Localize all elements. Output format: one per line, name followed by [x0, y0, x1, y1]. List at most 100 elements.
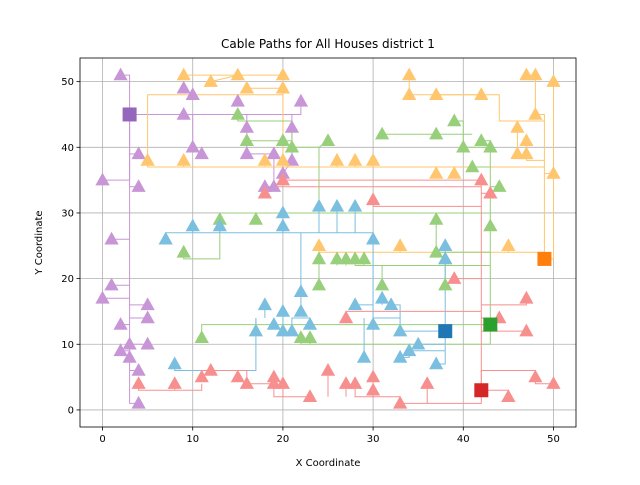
house-marker [293, 284, 309, 297]
house-marker [501, 238, 516, 251]
house-marker [429, 244, 444, 258]
cable-layer [102, 74, 554, 404]
house-marker [519, 133, 534, 146]
house-marker [438, 238, 453, 251]
cable-path [372, 199, 482, 207]
cable-path [147, 160, 545, 168]
cable-path [246, 114, 275, 188]
house-marker [212, 212, 227, 225]
cable-path [535, 114, 545, 259]
house-marker [293, 330, 309, 343]
house-marker [338, 376, 354, 389]
y-tick-label: 40 [61, 143, 74, 154]
house-marker [113, 343, 128, 357]
x-tick-label: 30 [367, 434, 380, 445]
y-tick-label: 30 [61, 208, 74, 219]
house-marker [429, 166, 444, 179]
house-marker [266, 317, 281, 330]
house-marker [546, 166, 561, 179]
house-marker [474, 87, 489, 100]
house-marker [95, 172, 110, 186]
house-marker [375, 277, 390, 291]
house-marker [329, 152, 345, 166]
house-marker [167, 376, 182, 389]
house-marker [185, 87, 200, 100]
house-marker [131, 395, 146, 409]
house-marker [375, 126, 390, 140]
battery-marker [122, 107, 137, 122]
house-marker [167, 356, 182, 370]
house-marker [239, 80, 254, 94]
house-marker [212, 218, 227, 232]
house-marker [366, 317, 381, 330]
house-marker [483, 185, 498, 199]
house-marker [384, 297, 399, 311]
house-marker [194, 369, 209, 383]
house-marker [429, 356, 444, 370]
house-marker [176, 67, 191, 81]
house-marker [311, 277, 327, 291]
house-marker [329, 251, 345, 265]
house-marker [230, 369, 245, 383]
house-marker [239, 120, 254, 133]
house-marker [429, 126, 444, 140]
house-marker [546, 74, 561, 87]
house-marker [510, 120, 525, 133]
house-marker [438, 251, 453, 265]
house-marker [293, 303, 309, 317]
cable-path [481, 140, 491, 325]
house-marker [393, 238, 408, 251]
house-marker [528, 107, 543, 120]
house-marker [356, 251, 372, 265]
house-marker [257, 297, 272, 311]
house-marker [239, 376, 254, 389]
house-marker [366, 231, 381, 245]
house-marker [320, 133, 336, 146]
cable-path [526, 74, 536, 115]
house-marker [275, 80, 290, 94]
house-marker [402, 67, 417, 81]
house-marker [185, 218, 200, 232]
house-marker [275, 323, 290, 337]
house-marker [230, 93, 245, 107]
house-marker [140, 297, 155, 311]
house-marker [528, 369, 543, 383]
house-marker [266, 369, 281, 383]
house-marker [140, 336, 155, 350]
house-marker [302, 389, 318, 402]
cable-path [400, 390, 482, 404]
house-marker [176, 107, 191, 120]
house-marker [194, 146, 209, 160]
house-marker [230, 67, 245, 81]
house-marker [447, 271, 462, 284]
house-marker [519, 67, 534, 81]
cable-path [481, 298, 527, 306]
cable-path [480, 370, 536, 391]
house-marker [185, 139, 200, 153]
house-marker [140, 152, 155, 166]
house-marker [266, 179, 281, 192]
cable-path [165, 232, 374, 318]
cable-path [354, 258, 491, 266]
house-marker [429, 87, 444, 100]
house-marker [528, 67, 543, 81]
x-tick-label: 0 [99, 434, 105, 445]
house-marker [140, 310, 155, 324]
house-marker [438, 277, 453, 291]
x-tick-label: 20 [277, 434, 290, 445]
house-marker [239, 133, 254, 146]
house-marker [275, 166, 290, 179]
y-tick-label: 20 [61, 274, 74, 285]
house-marker [311, 198, 327, 212]
house-marker [158, 231, 173, 245]
house-marker [429, 212, 444, 225]
y-tick-label: 10 [61, 340, 74, 351]
house-marker [356, 349, 372, 363]
x-axis-label: X Coordinate [296, 458, 361, 469]
house-layer [95, 67, 561, 409]
house-marker [275, 218, 290, 232]
house-marker [284, 323, 300, 337]
house-marker [266, 376, 281, 389]
house-marker [519, 146, 534, 160]
